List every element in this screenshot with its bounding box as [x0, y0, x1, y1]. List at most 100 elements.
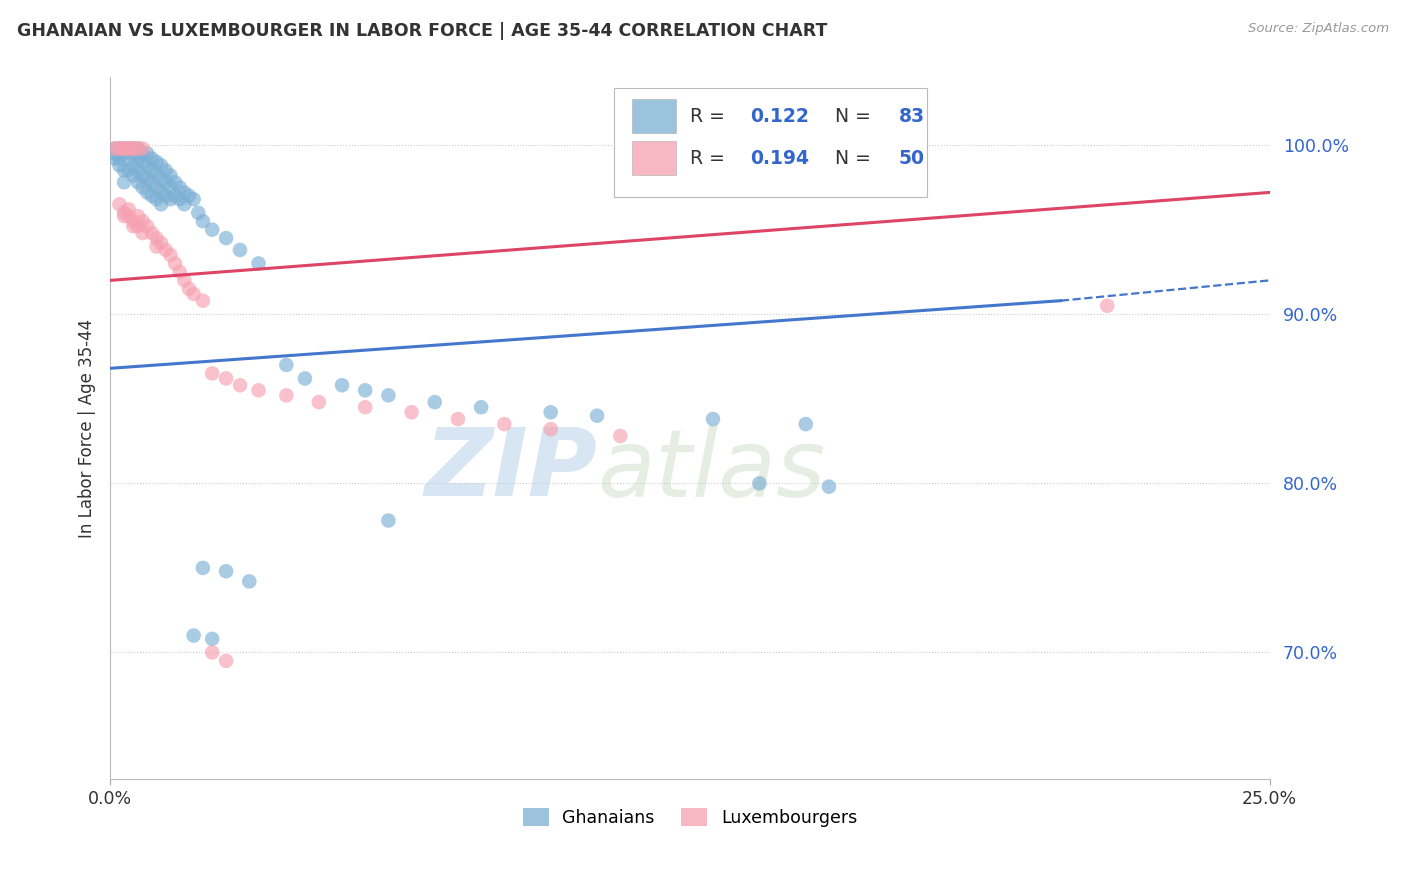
Point [159, 169, 181, 183]
Point [141, 226, 163, 240]
FancyBboxPatch shape [614, 88, 928, 197]
Point [141, 152, 163, 166]
Point [112, 141, 135, 155]
Point [169, 192, 191, 206]
Point [159, 192, 181, 206]
Point [155, 189, 177, 203]
Point [127, 219, 149, 234]
Text: 83: 83 [898, 106, 925, 126]
Point [165, 189, 187, 203]
Point [136, 219, 159, 234]
Point [104, 141, 127, 155]
Point [159, 248, 181, 262]
Point [540, 405, 562, 419]
Point [308, 395, 330, 409]
Point [150, 172, 173, 186]
Point [136, 172, 159, 186]
Point [127, 152, 149, 166]
Point [118, 163, 141, 178]
Point [136, 146, 159, 161]
Point [294, 371, 316, 385]
Point [173, 273, 195, 287]
Point [247, 256, 270, 270]
Point [118, 202, 141, 217]
Y-axis label: In Labor Force | Age 35-44: In Labor Force | Age 35-44 [79, 318, 96, 538]
Point [155, 163, 177, 178]
Point [127, 141, 149, 155]
Point [702, 412, 724, 426]
Text: R =: R = [690, 149, 731, 168]
Text: Source: ZipAtlas.com: Source: ZipAtlas.com [1249, 22, 1389, 36]
Point [276, 388, 298, 402]
Point [586, 409, 609, 423]
Point [112, 175, 135, 189]
Point [191, 561, 214, 575]
Point [131, 214, 153, 228]
Text: 50: 50 [898, 149, 925, 168]
Point [177, 282, 200, 296]
Point [150, 197, 173, 211]
Point [108, 146, 131, 161]
Text: 0.194: 0.194 [751, 149, 808, 168]
Point [183, 628, 205, 642]
Point [145, 155, 167, 169]
Point [191, 214, 214, 228]
Point [108, 152, 131, 166]
Point [122, 158, 145, 172]
Point [131, 169, 153, 183]
Point [122, 146, 145, 161]
Point [141, 163, 163, 178]
Point [131, 141, 153, 155]
Point [183, 286, 205, 301]
Point [247, 384, 270, 398]
Text: 0.122: 0.122 [751, 106, 808, 126]
Point [127, 175, 149, 189]
Point [276, 358, 298, 372]
Point [215, 564, 238, 578]
Point [131, 146, 153, 161]
Point [127, 209, 149, 223]
Point [122, 214, 145, 228]
Point [173, 197, 195, 211]
Point [112, 141, 135, 155]
Point [108, 141, 131, 155]
Point [155, 243, 177, 257]
Point [229, 243, 252, 257]
Point [159, 180, 181, 194]
Point [122, 141, 145, 155]
Point [494, 417, 516, 431]
Point [108, 141, 131, 155]
Point [127, 163, 149, 178]
Point [118, 141, 141, 155]
Text: N =: N = [823, 106, 877, 126]
Text: R =: R = [690, 106, 731, 126]
Point [377, 388, 399, 402]
Point [131, 226, 153, 240]
Point [145, 167, 167, 181]
Point [354, 384, 377, 398]
Point [104, 141, 127, 155]
Point [108, 141, 131, 155]
Point [215, 371, 238, 385]
Point [122, 141, 145, 155]
Point [112, 146, 135, 161]
Point [112, 205, 135, 219]
Point [183, 192, 205, 206]
Point [141, 189, 163, 203]
Point [169, 265, 191, 279]
Point [609, 429, 631, 443]
Point [122, 219, 145, 234]
Point [177, 189, 200, 203]
Point [169, 180, 191, 194]
Point [136, 158, 159, 172]
Point [118, 141, 141, 155]
Point [104, 146, 127, 161]
Point [112, 163, 135, 178]
Point [470, 401, 492, 415]
Point [173, 186, 195, 200]
Text: atlas: atlas [598, 425, 825, 516]
Point [127, 141, 149, 155]
Point [112, 141, 135, 155]
Point [187, 205, 209, 219]
Point [818, 480, 841, 494]
